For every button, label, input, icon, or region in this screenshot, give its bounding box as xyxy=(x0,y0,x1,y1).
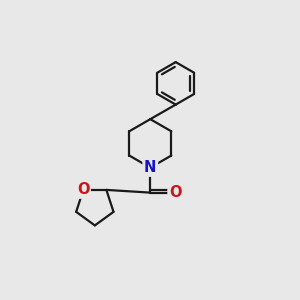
Text: N: N xyxy=(144,160,157,175)
Text: O: O xyxy=(77,182,90,197)
Text: O: O xyxy=(169,185,181,200)
